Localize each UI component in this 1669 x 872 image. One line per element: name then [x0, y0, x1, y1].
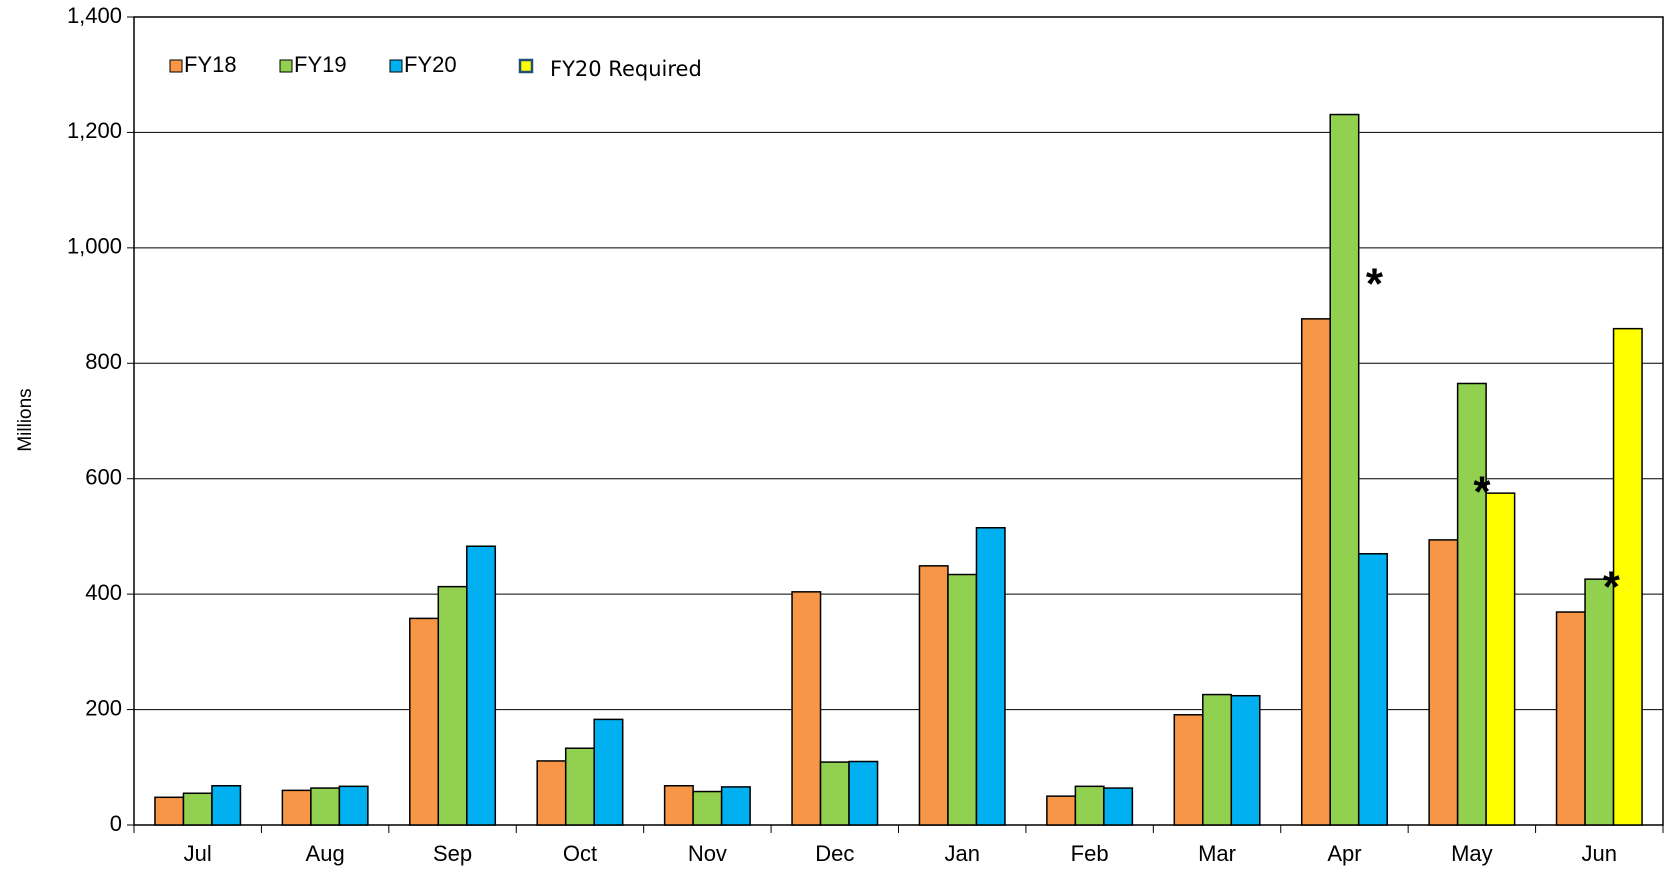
bar — [819, 761, 850, 826]
bar — [1103, 787, 1134, 826]
bar — [182, 792, 213, 826]
x-tick-label: Dec — [815, 841, 854, 866]
bar — [593, 718, 624, 826]
bar — [791, 591, 822, 826]
x-tick-label: Aug — [306, 841, 345, 866]
legend-label: FY20 — [404, 52, 457, 77]
bar — [947, 573, 978, 826]
bar — [1230, 694, 1261, 826]
y-tick-label: 0 — [110, 811, 122, 836]
bar — [692, 790, 723, 826]
bar — [975, 527, 1006, 826]
x-tick-label: May — [1451, 841, 1493, 866]
legend-swatch — [389, 59, 403, 73]
bar — [1300, 318, 1331, 826]
bar — [720, 786, 751, 826]
x-tick-label: Jul — [184, 841, 212, 866]
y-tick-label: 1,000 — [67, 234, 122, 259]
x-tick-label: Apr — [1327, 841, 1361, 866]
bar — [466, 545, 497, 826]
x-tick-label: Sep — [433, 841, 472, 866]
legend-swatch — [279, 59, 293, 73]
bar — [1612, 327, 1643, 826]
legend-swatch — [169, 59, 183, 73]
bar — [1046, 795, 1077, 826]
legend-swatch — [518, 58, 534, 74]
bar — [1428, 539, 1459, 826]
legend-label: FY20 Required — [550, 57, 702, 81]
bar — [437, 585, 468, 826]
y-tick-label: 400 — [85, 580, 122, 605]
bar — [409, 617, 440, 826]
bar — [310, 787, 341, 826]
y-axis-label: Millions — [15, 388, 36, 451]
bar — [281, 789, 312, 826]
x-tick-label: Jun — [1582, 841, 1617, 866]
bar — [1485, 492, 1516, 826]
y-tick-label: 1,400 — [67, 3, 122, 28]
bar — [211, 785, 242, 826]
annotation: * — [1603, 563, 1621, 612]
bar — [536, 760, 567, 826]
y-tick-label: 200 — [85, 695, 122, 720]
bar — [1555, 611, 1586, 826]
legend-label: FY18 — [184, 52, 237, 77]
bar — [1202, 693, 1233, 826]
bar — [1074, 785, 1105, 826]
bar — [1329, 113, 1360, 826]
x-tick-label: Jan — [944, 841, 979, 866]
annotation: * — [1366, 260, 1384, 309]
x-tick-label: Mar — [1198, 841, 1236, 866]
y-tick-label: 1,200 — [67, 118, 122, 143]
bar — [663, 785, 694, 826]
legend-label: FY19 — [294, 52, 347, 77]
y-tick-label: 600 — [85, 465, 122, 490]
x-tick-label: Oct — [563, 841, 597, 866]
bar — [1584, 578, 1615, 826]
annotation: * — [1473, 468, 1491, 517]
bar — [1357, 552, 1388, 826]
y-tick-label: 800 — [85, 349, 122, 374]
bar — [564, 747, 595, 826]
bar — [1173, 714, 1204, 826]
x-tick-label: Feb — [1071, 841, 1109, 866]
bar — [1456, 382, 1487, 826]
bar — [848, 760, 879, 826]
x-tick-label: Nov — [688, 841, 727, 866]
bar — [338, 785, 369, 826]
bar — [154, 796, 185, 826]
bar — [918, 565, 949, 826]
